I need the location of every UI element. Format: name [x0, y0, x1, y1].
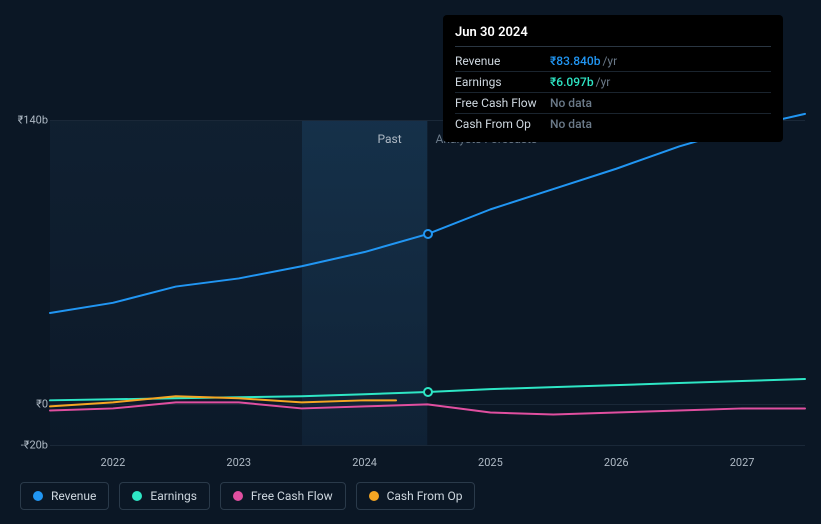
tooltip-suffix: /yr [602, 53, 617, 69]
legend-item-revenue[interactable]: Revenue [20, 482, 109, 510]
legend-item-fcf[interactable]: Free Cash Flow [220, 482, 346, 510]
series-fcf [50, 402, 805, 414]
tooltip-key: Earnings [455, 74, 550, 90]
tooltip-value: ₹83.840b [550, 53, 600, 69]
marker-revenue [423, 229, 433, 239]
y-axis-label: ₹140b [2, 114, 48, 127]
x-axis-label: 2022 [101, 456, 126, 469]
legend-swatch-icon [369, 491, 379, 501]
x-axis-label: 2025 [478, 456, 503, 469]
legend-label: Free Cash Flow [251, 489, 333, 503]
tooltip-row: Earnings₹6.097b /yr [455, 72, 771, 93]
x-axis-label: 2024 [352, 456, 377, 469]
legend-label: Revenue [51, 489, 96, 503]
legend-label: Earnings [150, 489, 197, 503]
legend-label: Cash From Op [387, 489, 463, 503]
series-revenue [50, 114, 805, 313]
legend-item-earnings[interactable]: Earnings [119, 482, 210, 510]
tooltip-key: Cash From Op [455, 116, 550, 132]
series-cfo [50, 396, 396, 406]
tooltip-value: ₹6.097b [550, 74, 594, 90]
financials-forecast-chart: PastAnalysts Forecasts₹140b₹0-₹20b202220… [0, 0, 821, 524]
tooltip-row: Revenue₹83.840b /yr [455, 51, 771, 72]
tooltip-suffix: /yr [596, 74, 611, 90]
x-axis-label: 2023 [226, 456, 251, 469]
legend-swatch-icon [233, 491, 243, 501]
y-axis-label: ₹0 [2, 398, 48, 411]
y-axis-label: -₹20b [2, 439, 48, 452]
tooltip-value: No data [550, 116, 592, 132]
x-axis-label: 2026 [604, 456, 629, 469]
chart-tooltip: Jun 30 2024 Revenue₹83.840b /yrEarnings₹… [443, 15, 783, 142]
marker-earnings [423, 387, 433, 397]
x-axis-label: 2027 [730, 456, 755, 469]
tooltip-date: Jun 30 2024 [455, 25, 771, 47]
chart-legend: Revenue Earnings Free Cash Flow Cash From O… [20, 482, 475, 510]
legend-swatch-icon [33, 491, 43, 501]
tooltip-key: Free Cash Flow [455, 95, 550, 111]
tooltip-row: Free Cash FlowNo data [455, 93, 771, 114]
legend-swatch-icon [132, 491, 142, 501]
tooltip-key: Revenue [455, 53, 550, 69]
legend-item-cfo[interactable]: Cash From Op [356, 482, 476, 510]
plot-area[interactable]: PastAnalysts Forecasts₹140b₹0-₹20b202220… [50, 120, 805, 445]
tooltip-row: Cash From OpNo data [455, 114, 771, 134]
tooltip-value: No data [550, 95, 592, 111]
